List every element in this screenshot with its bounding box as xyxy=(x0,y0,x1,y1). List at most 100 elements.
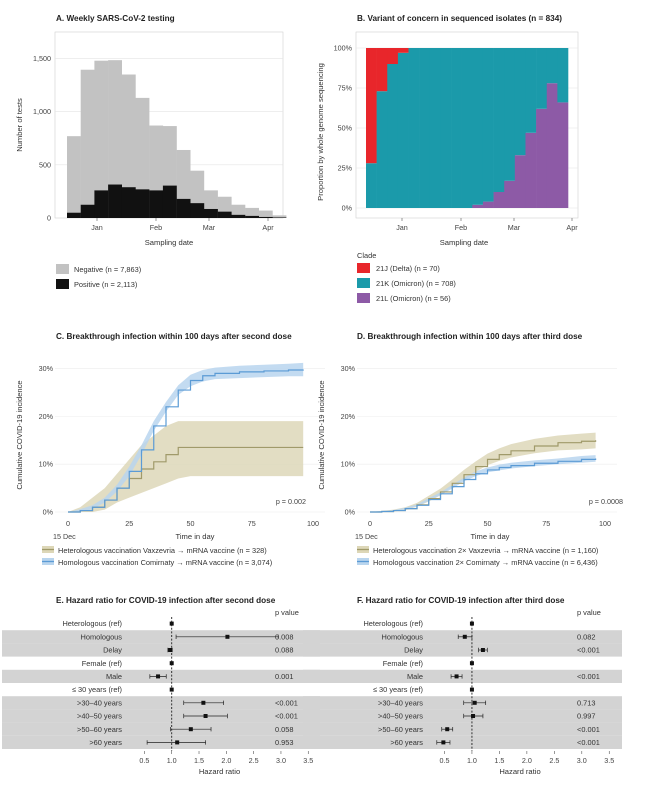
panel-e-hr-point xyxy=(175,740,180,745)
panel-f-pvalue-header: p value xyxy=(577,608,601,617)
panel-e-row-pvalue: <0.001 xyxy=(275,712,298,721)
panel-c-hetero-band xyxy=(68,421,304,512)
panel-f-xtick: 1.5 xyxy=(494,756,504,765)
panel-b-ytick: 25% xyxy=(338,164,353,173)
panel-c-xlabel: Time in day xyxy=(176,532,215,541)
panel-b-bar-21l xyxy=(472,204,484,208)
panel-e-hr-point xyxy=(169,621,174,626)
panel-a-bar-negative xyxy=(108,60,122,185)
panel-a-bar-negative xyxy=(258,210,273,217)
panel-c-homo-band xyxy=(68,362,304,512)
panel-b-bar-21l xyxy=(493,192,505,208)
panel-b-bar-21l xyxy=(557,102,569,208)
panel-e-row-label: ≤ 30 years (ref) xyxy=(72,685,122,694)
panel-e-hr-point xyxy=(188,727,193,732)
legend-21k-swatch xyxy=(357,278,370,288)
panel-f-hr-point xyxy=(441,740,446,745)
legend-21l-swatch xyxy=(357,293,370,303)
panel-b-ytick: 100% xyxy=(334,44,353,53)
panel-a-ytick: 1,500 xyxy=(33,54,51,63)
panel-f-hr-point xyxy=(480,648,485,652)
panel-b-bar-delta xyxy=(387,48,399,64)
panel-e-row-pvalue: 0.001 xyxy=(275,672,294,681)
panel-f-row-label: ≤ 30 years (ref) xyxy=(373,685,423,694)
panel-a-xlabel: Sampling date xyxy=(145,238,194,247)
panel-e-pvalue-header: p value xyxy=(275,608,299,617)
panel-a-bar-positive xyxy=(108,184,122,218)
legend-delta-swatch xyxy=(357,263,370,273)
panel-a-ytick: 0 xyxy=(47,214,51,223)
panel-f-row-label: >30–40 years xyxy=(378,698,423,707)
panel-b-xlabel: Sampling date xyxy=(440,238,489,247)
panel-d-ylabel: Cumulative COVID-19 incidence xyxy=(317,380,326,489)
panel-d-xtick: 75 xyxy=(542,519,550,528)
legend-positive-label: Positive (n = 2,113) xyxy=(74,280,137,289)
panel-f-row-pvalue: <0.001 xyxy=(577,725,600,734)
panel-f-row-band xyxy=(303,669,622,683)
panel-b-bar-21k xyxy=(514,48,526,156)
panel-c-xtick: 50 xyxy=(187,519,195,528)
panel-e-title: E. Hazard ratio for COVID-19 infection a… xyxy=(56,596,276,605)
panel-e-row-label: Heterologous (ref) xyxy=(62,619,122,628)
panel-a-bar-positive xyxy=(149,190,164,218)
panel-d-ytick: 10% xyxy=(341,460,356,469)
panel-b-bar-delta xyxy=(366,48,377,164)
panel-f-row-label: >40–50 years xyxy=(378,712,423,721)
panel-a-bar-positive xyxy=(176,198,191,218)
panel-a-bar-negative xyxy=(67,136,81,213)
panel-e-row-label: Homologous xyxy=(81,632,123,641)
panel-b-bar-21k xyxy=(387,64,399,208)
panel-d-pvalue: p = 0.0008 xyxy=(589,497,623,506)
panel-b-ytick: 0% xyxy=(342,204,353,213)
panel-f-plot: p value Heterologous (ref) Homologous 0.082… xyxy=(303,608,622,776)
panel-a-bar-negative xyxy=(272,215,287,218)
panel-b-bar-21k xyxy=(451,48,462,208)
panel-e-hr-point xyxy=(169,661,174,666)
legend-d-hetero-label: Heterologous vaccination 2× Vaxzevria → … xyxy=(373,546,598,555)
legend-c-hetero-label: Heterologous vaccination Vaxzevria → mRN… xyxy=(58,546,267,555)
panel-f-hr-point xyxy=(472,700,477,705)
panel-e-row-pvalue: 0.953 xyxy=(275,738,294,747)
panel-f-row-label: Male xyxy=(407,672,423,681)
panel-b-bar-21k xyxy=(429,48,441,208)
panel-e-row-pvalue: 0.008 xyxy=(275,632,294,641)
panel-e-row-band xyxy=(2,722,320,736)
panel-a-ytick: 500 xyxy=(39,160,51,169)
panel-d-xtick: 100 xyxy=(599,519,611,528)
panel-f-hr-point xyxy=(445,727,450,732)
panel-f-hr-point xyxy=(454,674,459,679)
panel-f-xlabel: Hazard ratio xyxy=(499,767,540,776)
panel-e-xtick: 2.0 xyxy=(221,756,231,765)
panel-f-xtick: 1.0 xyxy=(467,756,477,765)
panel-b-bar-21k xyxy=(440,48,452,208)
legend-clade-title: Clade xyxy=(357,251,376,260)
panel-b-bar-21k xyxy=(408,48,420,208)
panel-a-bar-positive xyxy=(67,212,81,218)
panel-e-row-label: Female (ref) xyxy=(82,659,122,668)
panel-d-ytick: 30% xyxy=(341,364,356,373)
panel-b-ytick: 75% xyxy=(338,84,353,93)
panel-f-row-label: >50–60 years xyxy=(378,725,423,734)
panel-d-ytick: 0% xyxy=(345,508,356,517)
panel-a-bar-positive xyxy=(217,211,232,218)
panel-b-bar-21k xyxy=(419,48,431,208)
panel-a-xtick: Apr xyxy=(262,223,274,232)
panel-d-xtick: 0 xyxy=(368,519,372,528)
panel-e-xtick: 2.5 xyxy=(249,756,259,765)
panel-f-hr-point xyxy=(471,714,476,718)
panel-c-ytick: 30% xyxy=(39,364,54,373)
panel-d-plot: 0% 10% 20% 30% 0 25 50 75 100 xyxy=(341,349,617,528)
panel-c-ylabel: Cumulative COVID-19 incidence xyxy=(15,380,24,489)
panel-f-hr-point xyxy=(469,687,474,692)
panel-f-row-band xyxy=(303,735,622,749)
panel-a-plot: 0 500 1,000 1,500 Jan Feb Mar Apr xyxy=(33,31,287,232)
panel-e-xtick: 1.5 xyxy=(194,756,204,765)
panel-f-row-band xyxy=(303,643,622,657)
panel-a-bar-negative xyxy=(204,190,218,209)
panel-e-xlabel: Hazard ratio xyxy=(199,767,240,776)
panel-b-bar-21k xyxy=(557,48,569,103)
panel-a-bar-negative xyxy=(121,74,136,188)
panel-f-xtick: 3.5 xyxy=(604,756,614,765)
panel-c-ytick: 10% xyxy=(39,460,54,469)
